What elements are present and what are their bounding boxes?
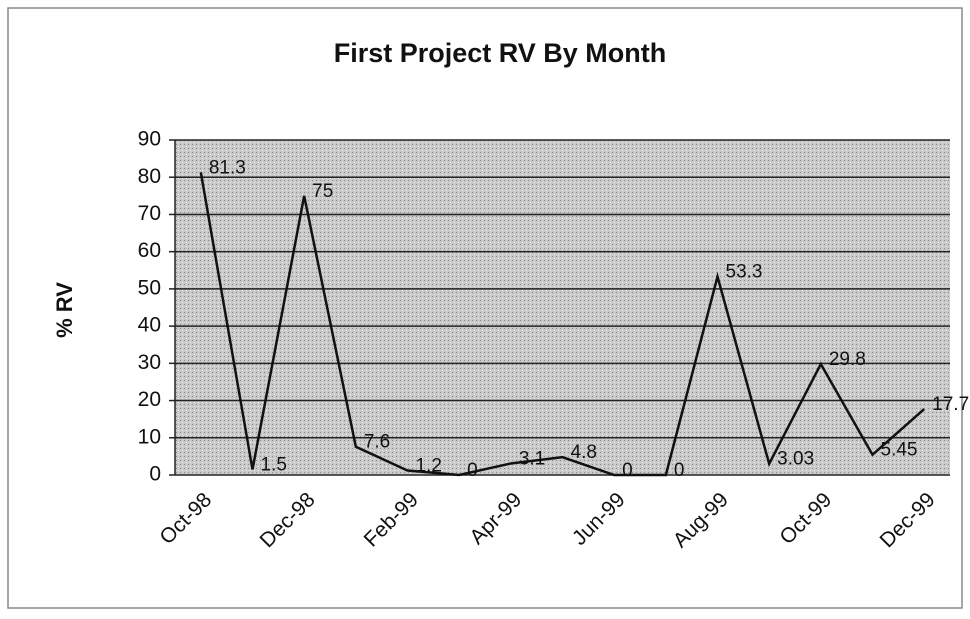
data-label: 1.2 (416, 456, 442, 477)
y-tick-label: 60 (138, 239, 161, 262)
data-label: 17.7 (932, 394, 969, 415)
data-label: 3.1 (519, 448, 545, 469)
y-tick-label: 70 (138, 202, 161, 225)
data-label: 81.3 (209, 157, 246, 178)
data-label: 3.03 (777, 449, 814, 470)
data-label: 0 (674, 460, 685, 481)
y-tick-label: 50 (138, 276, 161, 299)
line (199, 172, 925, 477)
y-tick-label: 30 (138, 351, 161, 374)
data-label: 5.45 (881, 440, 918, 461)
data-label: 1.5 (261, 454, 287, 475)
data-label: 29.8 (829, 349, 866, 370)
y-axis-label: % RV (52, 282, 77, 338)
y-tick-label: 80 (138, 165, 161, 188)
data-label: 0 (467, 460, 478, 481)
y-tick-label: 10 (138, 425, 161, 448)
y-tick-label: 40 (138, 314, 161, 337)
chart-title: First Project RV By Month (334, 38, 667, 68)
data-label: 7.6 (364, 432, 390, 453)
y-tick-label: 20 (138, 388, 161, 411)
data-label: 53.3 (726, 262, 763, 283)
data-label: 75 (312, 181, 333, 202)
data-label: 4.8 (571, 442, 597, 463)
y-tick-label: 0 (149, 463, 161, 486)
data-label: 0 (622, 460, 633, 481)
plot-area (175, 140, 950, 475)
y-tick-label: 90 (138, 128, 161, 151)
